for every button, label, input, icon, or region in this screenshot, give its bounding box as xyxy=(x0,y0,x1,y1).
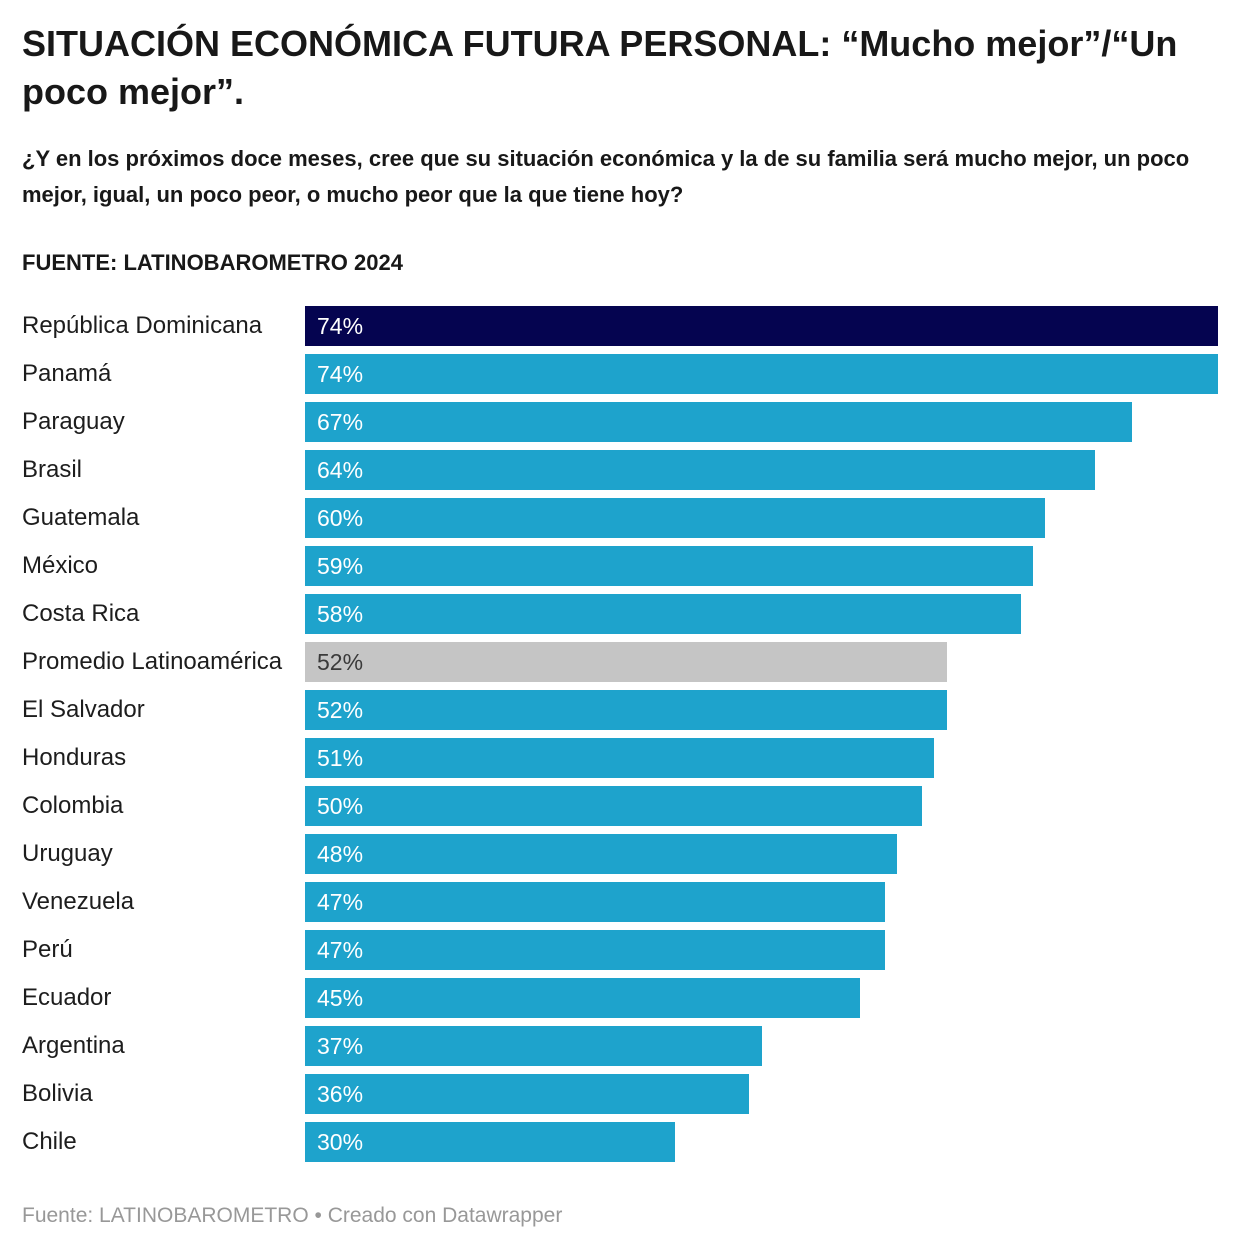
chart-row: Argentina 37% xyxy=(22,1022,1218,1070)
bar-value-label: 58% xyxy=(317,600,364,627)
country-label: Colombia xyxy=(22,792,124,820)
bar-value-label: 64% xyxy=(317,456,364,483)
bar-track: 64% xyxy=(305,450,1218,491)
country-label: Perú xyxy=(22,936,73,964)
bar: 30% xyxy=(305,1122,676,1163)
bar-value-label: 67% xyxy=(317,408,364,435)
bar: 67% xyxy=(305,402,1132,443)
bar: 45% xyxy=(305,978,861,1019)
chart-title: SITUACIÓN ECONÓMICA FUTURA PERSONAL: “Mu… xyxy=(22,23,1178,112)
attribution-footer: Fuente: LATINOBAROMETRO • Creado con Dat… xyxy=(22,1204,563,1228)
bar: 59% xyxy=(305,546,1033,587)
chart-row: Bolivia 36% xyxy=(22,1070,1218,1118)
country-label: El Salvador xyxy=(22,696,145,724)
bar: 36% xyxy=(305,1074,750,1115)
country-label: Brasil xyxy=(22,456,83,484)
bar-value-label: 52% xyxy=(317,648,364,675)
bar: 47% xyxy=(305,882,885,923)
bar: 52% xyxy=(305,690,947,731)
bar: 52% xyxy=(305,642,947,683)
country-label: Argentina xyxy=(22,1032,125,1060)
bar-value-label: 36% xyxy=(317,1080,364,1107)
bar-track: 60% xyxy=(305,498,1218,539)
country-label: Honduras xyxy=(22,744,127,772)
country-label: Paraguay xyxy=(22,408,125,436)
bar-track: 36% xyxy=(305,1074,1218,1115)
country-label: México xyxy=(22,552,99,580)
source-heading: FUENTE: LATINOBAROMETRO 2024 xyxy=(22,250,403,276)
bar-track: 59% xyxy=(305,546,1218,587)
bar-track: 47% xyxy=(305,930,1218,971)
bar-value-label: 30% xyxy=(317,1128,364,1155)
country-label: Promedio Latinoamérica xyxy=(22,648,283,676)
bar-track: 37% xyxy=(305,1026,1218,1067)
chart-row: Colombia 50% xyxy=(22,782,1218,830)
bar: 37% xyxy=(305,1026,762,1067)
bar-value-label: 37% xyxy=(317,1032,364,1059)
bar: 51% xyxy=(305,738,935,779)
chart-row: Ecuador 45% xyxy=(22,974,1218,1022)
bar: 64% xyxy=(305,450,1095,491)
bar-track: 48% xyxy=(305,834,1218,875)
chart-row: Promedio Latinoamérica 52% xyxy=(22,638,1218,686)
chart-row: República Dominicana 74% xyxy=(22,302,1218,350)
chart-row: Honduras 51% xyxy=(22,734,1218,782)
chart-row: Uruguay 48% xyxy=(22,830,1218,878)
country-label: Ecuador xyxy=(22,984,112,1012)
bar-track: 67% xyxy=(305,402,1218,443)
bar-value-label: 60% xyxy=(317,504,364,531)
country-label: Costa Rica xyxy=(22,600,140,628)
bar-value-label: 50% xyxy=(317,792,364,819)
bar-track: 74% xyxy=(305,306,1218,347)
chart-row: México 59% xyxy=(22,542,1218,590)
bar-track: 47% xyxy=(305,882,1218,923)
country-label: Guatemala xyxy=(22,504,140,532)
bar-track: 51% xyxy=(305,738,1218,779)
bar-value-label: 45% xyxy=(317,984,364,1011)
bar: 60% xyxy=(305,498,1046,539)
chart-row: Brasil 64% xyxy=(22,446,1218,494)
bar: 74% xyxy=(305,306,1218,347)
country-label: Chile xyxy=(22,1128,77,1156)
bar-track: 52% xyxy=(305,690,1218,731)
chart-subtitle: ¿Y en los próximos doce meses, cree que … xyxy=(22,146,1190,207)
bar-track: 50% xyxy=(305,786,1218,827)
chart-row: Chile 30% xyxy=(22,1118,1218,1166)
bar: 58% xyxy=(305,594,1021,635)
chart-row: Paraguay 67% xyxy=(22,398,1218,446)
country-label: Panamá xyxy=(22,360,112,388)
chart-row: Venezuela 47% xyxy=(22,878,1218,926)
bar-track: 30% xyxy=(305,1122,1218,1163)
bar-track: 52% xyxy=(305,642,1218,683)
chart-row: Perú 47% xyxy=(22,926,1218,974)
bar-chart: República Dominicana 74% Panamá 74% Para… xyxy=(22,302,1218,1166)
bar: 74% xyxy=(305,354,1218,395)
country-label: Bolivia xyxy=(22,1080,93,1108)
bar-value-label: 74% xyxy=(317,312,364,339)
bar-value-label: 47% xyxy=(317,888,364,915)
bar-value-label: 74% xyxy=(317,360,364,387)
bar-track: 45% xyxy=(305,978,1218,1019)
bar-value-label: 48% xyxy=(317,840,364,867)
country-label: República Dominicana xyxy=(22,312,263,340)
chart-row: Costa Rica 58% xyxy=(22,590,1218,638)
bar: 50% xyxy=(305,786,922,827)
chart-row: El Salvador 52% xyxy=(22,686,1218,734)
bar: 47% xyxy=(305,930,885,971)
chart-row: Guatemala 60% xyxy=(22,494,1218,542)
bar-value-label: 59% xyxy=(317,552,364,579)
bar: 48% xyxy=(305,834,898,875)
country-label: Uruguay xyxy=(22,840,113,868)
bar-track: 58% xyxy=(305,594,1218,635)
chart-row: Panamá 74% xyxy=(22,350,1218,398)
bar-value-label: 47% xyxy=(317,936,364,963)
bar-track: 74% xyxy=(305,354,1218,395)
bar-value-label: 52% xyxy=(317,696,364,723)
country-label: Venezuela xyxy=(22,888,135,916)
bar-value-label: 51% xyxy=(317,744,364,771)
